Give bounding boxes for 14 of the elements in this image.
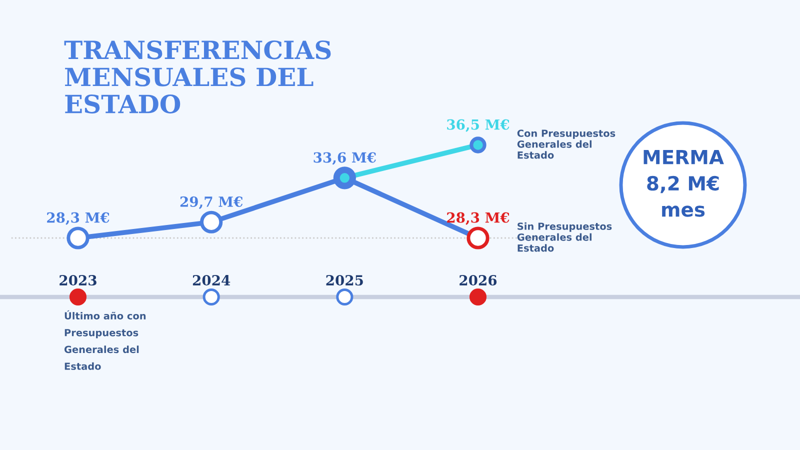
x-tick-label: 2026: [460, 275, 497, 286]
text: Último año con Presupuestos Generales del Estado: [64, 310, 146, 370]
text: Con Presupuestos Generales del Estado: [517, 130, 616, 159]
data-label: 33,6 M€: [314, 152, 376, 165]
data-label: 36,5 M€: [447, 119, 510, 132]
chart-title: TRANSFERENCIAS MENSUALES DEL ESTADO: [64, 40, 331, 114]
text: Sin Presupuestos Generales del Estado: [517, 222, 612, 252]
x-tick-label: 2023: [60, 275, 96, 286]
x-tick-label: 2025: [326, 275, 363, 286]
x-tick-label: 2024: [192, 275, 230, 286]
data-label: 28,3 M€: [447, 212, 510, 225]
data-label: 29,7 M€: [180, 196, 243, 210]
text: MERMA 8,2 M€ mes: [644, 150, 724, 217]
data-label: 28,3 M€: [47, 212, 110, 225]
